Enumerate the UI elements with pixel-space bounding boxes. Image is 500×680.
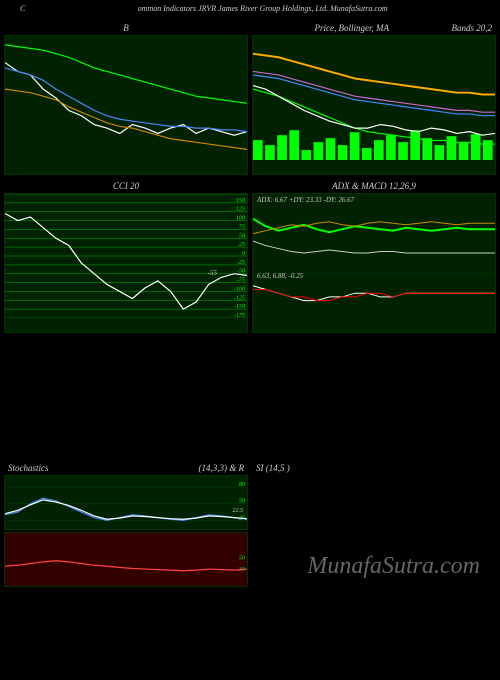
svg-text:50: 50 bbox=[239, 499, 245, 505]
header-left: C bbox=[20, 4, 25, 13]
svg-text:75: 75 bbox=[239, 224, 245, 230]
chart-title-adx: ADX & MACD 12,26,9 bbox=[252, 179, 496, 193]
stoch-title-left: Stochastics bbox=[8, 463, 49, 473]
svg-text:80: 80 bbox=[239, 482, 245, 488]
svg-text:25: 25 bbox=[239, 242, 245, 248]
svg-text:150: 150 bbox=[236, 198, 245, 204]
chart-midleft: CCI 20 1751501251007550250-25-50-75-100-… bbox=[4, 179, 248, 333]
svg-text:0: 0 bbox=[242, 251, 245, 257]
chart-title-cci: CCI 20 bbox=[4, 179, 248, 193]
svg-text:50: 50 bbox=[239, 556, 245, 562]
rsi-title: SI (14,5 ) bbox=[256, 463, 290, 473]
svg-text:-175: -175 bbox=[234, 313, 245, 318]
chart-title-price: Price, Bollinger, MA bbox=[315, 23, 389, 33]
page-title: ommon Indicators JRVR James River Group … bbox=[138, 4, 388, 13]
chart-title-b: B bbox=[4, 21, 248, 35]
stoch-title-mid: (14,3,3) & R bbox=[199, 463, 245, 473]
cci-value: -55 bbox=[208, 269, 217, 277]
chart-topleft: B bbox=[4, 21, 248, 175]
svg-text:100: 100 bbox=[236, 216, 245, 222]
chart-stochastics: Stochastics (14,3,3) & R 805020 22.5 503… bbox=[4, 461, 248, 589]
stoch-annotation: 22.5 bbox=[233, 508, 244, 514]
macd-label: 6.63, 6.88, -0.25 bbox=[257, 272, 303, 280]
watermark: MunafaSutra.com bbox=[307, 553, 480, 580]
chart-title-bands: Bands 20,2 bbox=[452, 23, 493, 33]
svg-text:-125: -125 bbox=[234, 295, 245, 301]
chart-midright: ADX & MACD 12,26,9 ADX: 6.67 +DY: 23.33 … bbox=[252, 179, 496, 333]
svg-text:-75: -75 bbox=[237, 278, 245, 284]
svg-text:50: 50 bbox=[239, 233, 245, 239]
svg-text:125: 125 bbox=[236, 207, 245, 213]
svg-text:175: 175 bbox=[236, 194, 245, 195]
svg-text:-100: -100 bbox=[234, 286, 245, 292]
chart-topright: Price, Bollinger, MA Bands 20,2 bbox=[252, 21, 496, 175]
svg-text:-150: -150 bbox=[234, 304, 245, 310]
svg-text:-25: -25 bbox=[237, 260, 245, 266]
